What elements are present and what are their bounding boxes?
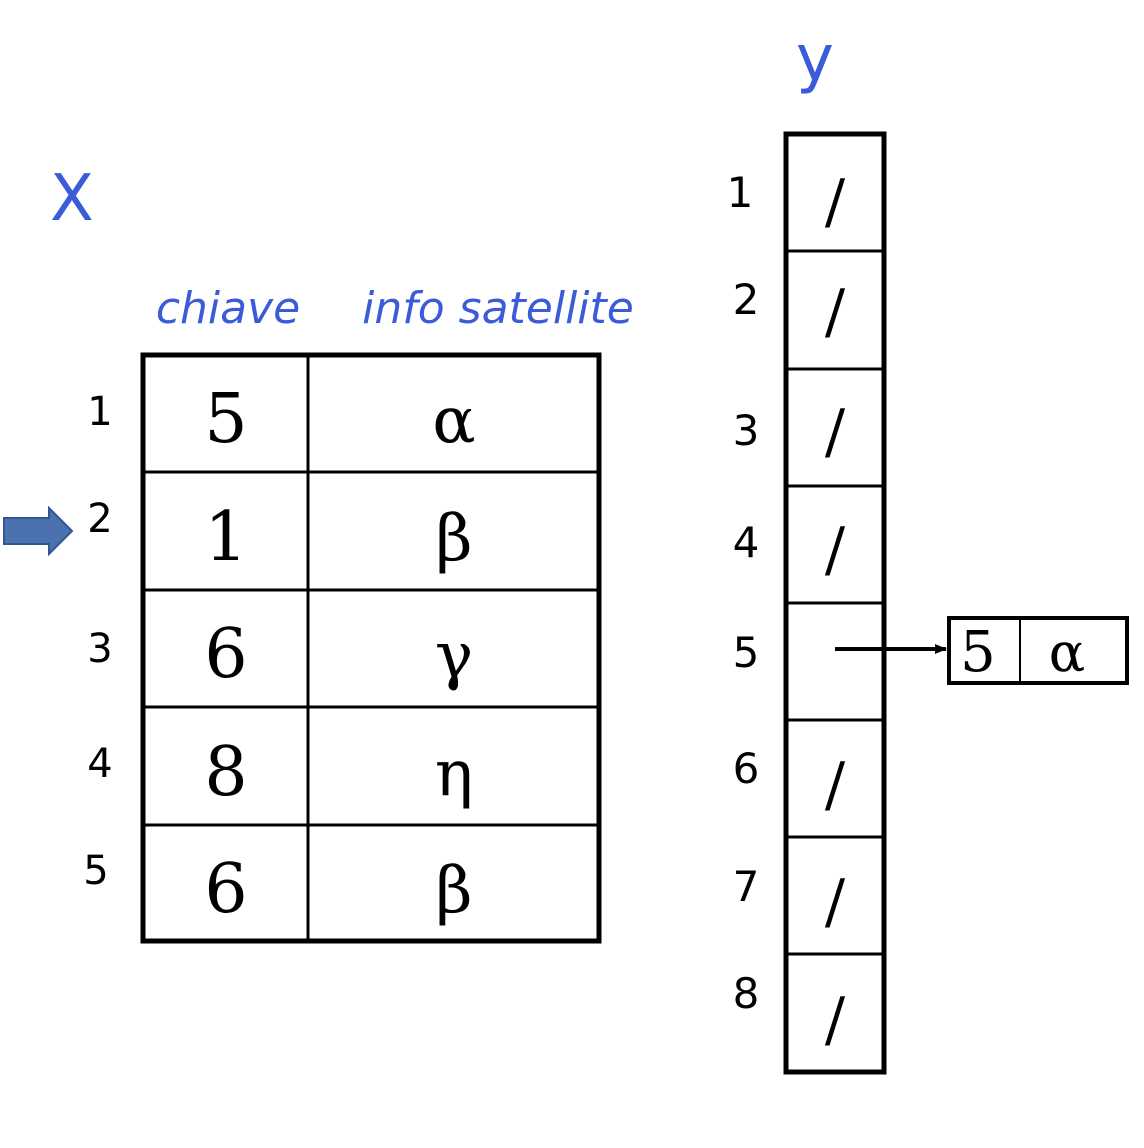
x-info-cell: η (435, 737, 473, 811)
x-key-cell: 5 (204, 380, 247, 459)
column-header-key: chiave (156, 283, 300, 334)
x-row-index: 1 (87, 389, 112, 435)
x-key-cell: 6 (204, 850, 247, 929)
current-row-pointer-icon (3, 505, 74, 557)
y-slot-value: / (825, 985, 846, 1055)
x-info-cell: α (432, 384, 475, 458)
table-y (783, 131, 887, 1075)
y-slot-index: 3 (733, 406, 760, 455)
column-header-info: info satellite (362, 283, 634, 334)
y-slot-value: / (825, 397, 846, 467)
y-slot-index: 4 (733, 518, 760, 567)
node-key: 5 (960, 620, 996, 685)
x-key-cell: 6 (204, 615, 247, 694)
linked-node (947, 616, 1129, 685)
y-slot-value: / (825, 750, 846, 820)
x-row-index: 5 (83, 848, 108, 894)
node-info: α (1049, 621, 1085, 684)
y-slot-value: / (825, 867, 846, 937)
x-key-cell: 8 (204, 733, 247, 812)
x-info-cell: γ (435, 619, 473, 693)
table-x (140, 352, 602, 944)
y-slot-index: 2 (733, 275, 760, 324)
x-info-cell: β (436, 854, 473, 928)
y-slot-index: 7 (733, 862, 760, 911)
array-y-name: y (796, 22, 834, 96)
x-row-index: 3 (87, 626, 112, 672)
y-slot-index: 1 (727, 168, 754, 217)
x-row-index: 4 (87, 741, 112, 787)
y-slot-index: 8 (733, 969, 760, 1018)
y-slot-value: / (825, 515, 846, 585)
y-slot-value: / (825, 167, 846, 237)
array-x-name: X (50, 162, 94, 236)
x-key-cell: 1 (204, 498, 247, 577)
y-slot-index: 6 (733, 744, 760, 793)
x-info-cell: β (436, 502, 473, 576)
x-row-index: 2 (87, 496, 112, 542)
y-slot-value: / (825, 277, 846, 347)
y-slot-index: 5 (733, 628, 760, 677)
